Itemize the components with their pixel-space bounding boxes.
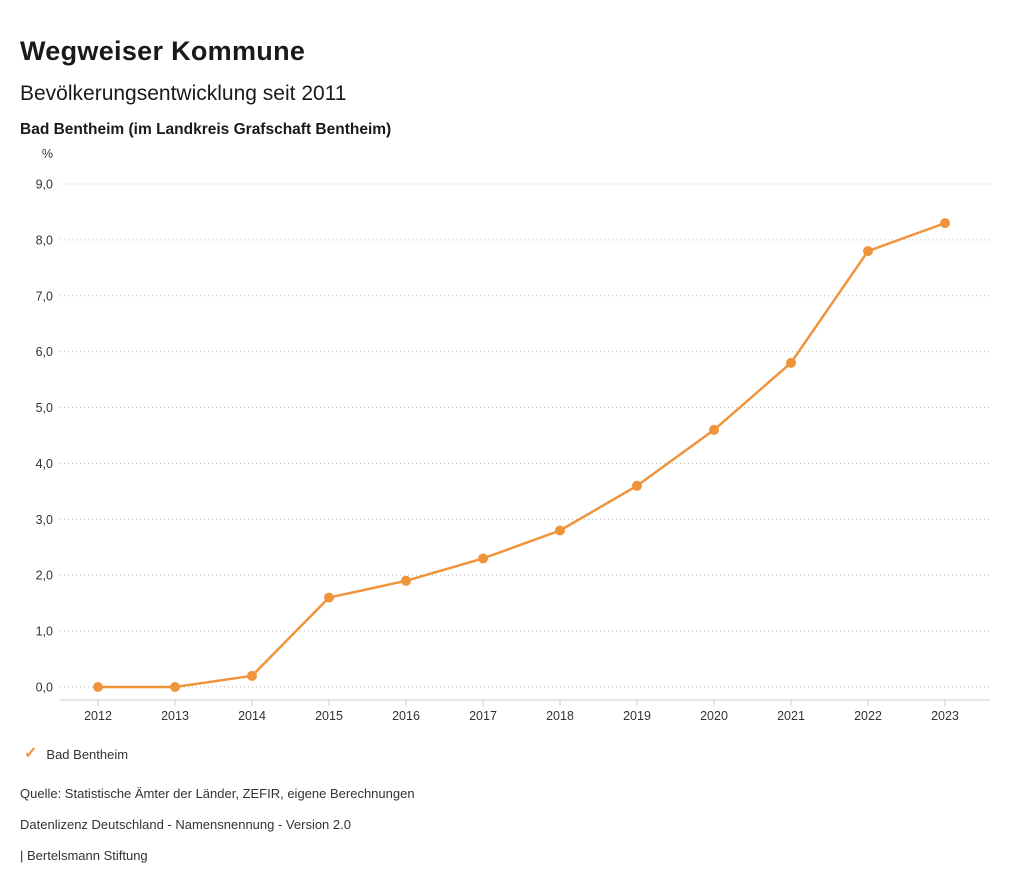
data-point[interactable] xyxy=(478,553,488,564)
y-tick-label: 9,0 xyxy=(36,178,53,192)
y-tick-label: 6,0 xyxy=(36,345,53,359)
data-point[interactable] xyxy=(709,424,719,435)
x-tick-label: 2022 xyxy=(854,709,882,723)
y-tick-label: 1,0 xyxy=(36,625,53,639)
series-line xyxy=(96,221,947,689)
y-tick-label: 4,0 xyxy=(36,457,53,471)
x-tick-label: 2020 xyxy=(700,709,728,723)
y-tick-label: 3,0 xyxy=(36,513,53,527)
source-text: Quelle: Statistische Ämter der Länder, Z… xyxy=(20,786,415,801)
x-tick-label: 2017 xyxy=(469,709,497,723)
x-tick-label: 2018 xyxy=(546,709,574,723)
y-tick-label: 7,0 xyxy=(36,289,53,303)
data-point[interactable] xyxy=(401,575,411,586)
chart-legend: ✓ Bad Bentheim xyxy=(24,746,128,762)
x-tick-label: 2023 xyxy=(931,709,959,723)
page-title: Wegweiser Kommune xyxy=(20,36,306,67)
license-text: Datenlizenz Deutschland - Namensnennung … xyxy=(20,817,351,832)
data-point[interactable] xyxy=(863,246,873,257)
data-point[interactable] xyxy=(170,682,180,692)
data-point[interactable] xyxy=(247,670,257,681)
x-tick-label: 2014 xyxy=(238,709,266,723)
chart-location-subtitle: Bad Bentheim (im Landkreis Grafschaft Be… xyxy=(20,120,392,138)
x-tick-label: 2016 xyxy=(392,709,420,723)
y-tick-label: 0,0 xyxy=(36,681,53,695)
x-tick-label: 2015 xyxy=(315,709,343,723)
y-axis-unit-label: % xyxy=(42,147,53,161)
y-tick-label: 8,0 xyxy=(36,233,53,247)
y-tick-label: 2,0 xyxy=(36,569,53,583)
data-point[interactable] xyxy=(555,525,565,536)
data-point[interactable] xyxy=(632,480,642,491)
chart-title: Bevölkerungsentwicklung seit 2011 xyxy=(20,82,347,106)
x-tick-label: 2021 xyxy=(777,709,805,723)
x-tick-label: 2012 xyxy=(84,709,112,723)
legend-item-label[interactable]: Bad Bentheim xyxy=(46,746,129,762)
data-point[interactable] xyxy=(940,218,950,229)
legend-check-icon[interactable]: ✓ xyxy=(24,745,38,762)
data-point[interactable] xyxy=(786,357,796,368)
x-tick-label: 2013 xyxy=(161,709,189,723)
population-line-chart: 0,0 1,0 2,0 3,0 4,0 5,0 6,0 7,0 8,0 9,0% 2012 2013 2… xyxy=(36,147,990,723)
data-point[interactable] xyxy=(93,682,103,692)
x-tick-label: 2019 xyxy=(623,709,651,723)
data-point[interactable] xyxy=(324,592,334,603)
y-tick-label: 5,0 xyxy=(36,401,53,415)
attribution-text: | Bertelsmann Stiftung xyxy=(20,848,148,863)
